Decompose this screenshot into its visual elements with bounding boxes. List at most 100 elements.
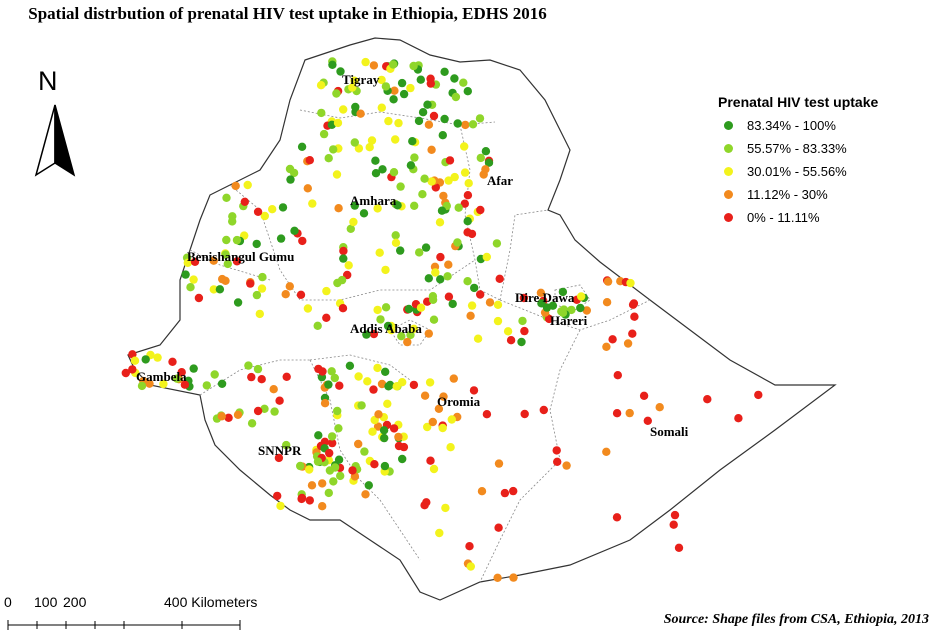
cluster-point	[655, 403, 664, 412]
cluster-point	[177, 368, 186, 377]
cluster-point	[406, 83, 415, 93]
cluster-point	[328, 438, 337, 448]
cluster-point	[493, 573, 502, 582]
cluster-point	[448, 299, 457, 309]
cluster-point	[218, 274, 227, 284]
cluster-point	[473, 334, 483, 343]
source-note: Source: Shape files from CSA, Ethiopia, …	[663, 612, 929, 627]
legend-item: 0% - 11.11%	[718, 206, 878, 229]
scale-label: 400 Kilometers	[164, 594, 258, 610]
cluster-point	[477, 487, 487, 496]
cluster-point	[436, 252, 445, 262]
cluster-point	[628, 300, 638, 309]
region-label-tigray: Tigray	[342, 72, 380, 87]
cluster-point	[314, 431, 323, 440]
region-label-addis-ababa: Addis Ababa	[350, 321, 422, 336]
cluster-point	[426, 79, 435, 88]
cluster-point	[297, 494, 306, 504]
cluster-point	[450, 172, 459, 182]
cluster-point	[421, 243, 431, 252]
cluster-point	[343, 270, 352, 280]
cluster-point	[255, 309, 264, 319]
cluster-point	[562, 461, 571, 470]
cluster-point	[356, 109, 365, 118]
cluster-point	[202, 381, 211, 390]
cluster-point	[519, 293, 529, 303]
cluster-point	[335, 381, 344, 390]
cluster-point	[317, 108, 326, 118]
cluster-point	[368, 427, 377, 436]
cluster-point	[639, 391, 649, 400]
cluster-point	[416, 75, 425, 84]
legend-label: 55.57% - 83.33%	[747, 141, 847, 156]
cluster-point	[345, 361, 355, 370]
cluster-point	[159, 379, 168, 389]
cluster-point	[285, 282, 294, 291]
cluster-point	[232, 257, 242, 266]
cluster-point	[303, 184, 312, 193]
cluster-point	[463, 191, 473, 200]
cluster-point	[481, 165, 490, 174]
cluster-point	[509, 573, 518, 582]
cluster-point	[481, 147, 491, 156]
cluster-point	[318, 502, 327, 511]
cluster-point	[371, 156, 380, 165]
cluster-point	[418, 190, 427, 199]
cluster-point	[325, 448, 334, 458]
cluster-point	[141, 355, 150, 364]
cluster-point	[389, 60, 398, 69]
region-label-somali: Somali	[650, 424, 689, 439]
cluster-point	[437, 206, 447, 215]
cluster-point	[257, 284, 267, 293]
cluster-point	[381, 82, 391, 91]
cluster-point	[360, 447, 369, 456]
cluster-point	[503, 327, 513, 336]
cluster-point	[389, 424, 399, 433]
cluster-point	[494, 523, 503, 532]
cluster-point	[558, 287, 568, 297]
cluster-point	[329, 477, 338, 486]
scale-label: 100	[34, 594, 58, 610]
cluster-point	[318, 367, 327, 376]
cluster-point	[390, 86, 399, 95]
cluster-point	[233, 298, 243, 307]
cluster-point	[582, 306, 591, 315]
cluster-point	[476, 153, 485, 163]
cluster-point	[603, 277, 613, 286]
cluster-point	[223, 259, 232, 269]
cluster-point	[406, 161, 416, 170]
cluster-point	[181, 270, 190, 279]
cluster-point	[482, 410, 492, 419]
cluster-point	[333, 406, 342, 416]
cluster-point	[228, 217, 237, 226]
cluster-point	[186, 283, 195, 292]
legend-item: 11.12% - 30%	[718, 183, 878, 206]
cluster-point	[350, 201, 359, 210]
cluster-point	[441, 503, 450, 513]
cluster-point	[240, 197, 249, 206]
cluster-point	[275, 396, 284, 405]
cluster-point	[754, 390, 763, 400]
cluster-point	[377, 75, 386, 85]
cluster-point	[553, 457, 562, 466]
cluster-point	[435, 218, 445, 227]
cluster-point	[450, 74, 459, 83]
cluster-point	[476, 205, 485, 215]
cluster-point	[542, 303, 552, 312]
legend-label: 11.12% - 30%	[747, 187, 828, 202]
cluster-point	[424, 274, 433, 283]
cluster-point	[233, 410, 243, 419]
cluster-point	[183, 258, 192, 267]
legend-swatch-icon	[724, 190, 733, 199]
cluster-points	[121, 57, 763, 582]
cluster-point	[460, 142, 469, 151]
cluster-point	[221, 250, 230, 259]
cluster-point	[333, 118, 343, 128]
cluster-point	[613, 371, 622, 380]
cluster-point	[418, 108, 428, 117]
cluster-point	[276, 501, 285, 511]
cluster-point	[612, 409, 622, 418]
cluster-point	[383, 399, 392, 408]
cluster-point	[252, 290, 262, 300]
legend-label: 0% - 11.11%	[747, 210, 820, 225]
